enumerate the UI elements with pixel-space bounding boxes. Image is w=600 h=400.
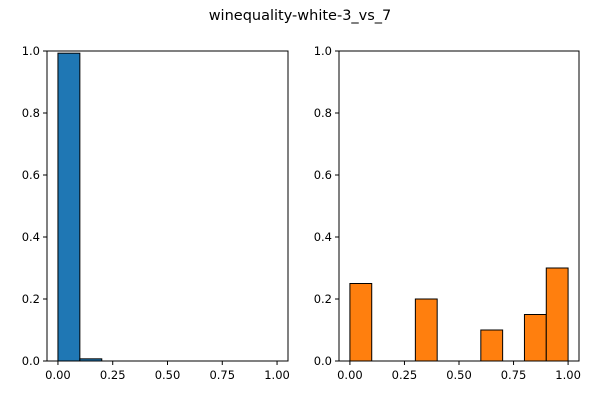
right-histogram-axes: 0.00 0.25 0.50 0.75 1.00 0.0 0.2 0.4 0.6 0.8 1.0	[314, 44, 581, 382]
right-y-tick-label: 0.0	[314, 354, 332, 368]
right-histogram-bar	[545, 267, 569, 362]
right-y-tick-label: 0.4	[314, 230, 332, 244]
left-x-tick-label: 0.00	[45, 368, 71, 382]
left-histogram-axes: 0.00 0.25 0.50 0.75 1.00 0.0 0.2 0.4 0.6 0.8 1.0	[22, 44, 290, 382]
left-x-tick-label: 0.75	[209, 368, 235, 382]
right-x-tick-label: 1.00	[555, 368, 581, 382]
left-x-tick-label: 0.50	[155, 368, 181, 382]
left-y-tick-label: 1.0	[22, 44, 40, 58]
left-axes-frame	[46, 50, 289, 362]
right-x-tick-label: 0.50	[446, 368, 472, 382]
right-x-tick-label: 0.00	[337, 368, 363, 382]
left-y-tick-label: 0.6	[22, 168, 40, 182]
left-histogram-bar	[57, 52, 81, 362]
figure-title: winequality-white-3_vs_7	[209, 8, 392, 24]
right-y-tick-label: 1.0	[314, 44, 332, 58]
right-histogram-bar	[480, 329, 504, 362]
left-y-tick-label: 0.2	[22, 292, 40, 306]
left-x-tick-label: 1.00	[264, 368, 290, 382]
left-y-tick-label: 0.4	[22, 230, 40, 244]
right-histogram-bar	[414, 298, 438, 362]
left-x-tick-label: 0.25	[100, 368, 126, 382]
right-y-tick-label: 0.2	[314, 292, 332, 306]
left-y-tick-label: 0.8	[22, 106, 40, 120]
right-histogram-bar	[523, 314, 547, 362]
right-y-tick-label: 0.8	[314, 106, 332, 120]
right-y-tick-label: 0.6	[314, 168, 332, 182]
right-x-tick-label: 0.25	[392, 368, 418, 382]
left-y-tick-label: 0.0	[22, 354, 40, 368]
right-x-tick-label: 0.75	[501, 368, 527, 382]
right-histogram-bar	[349, 283, 373, 362]
